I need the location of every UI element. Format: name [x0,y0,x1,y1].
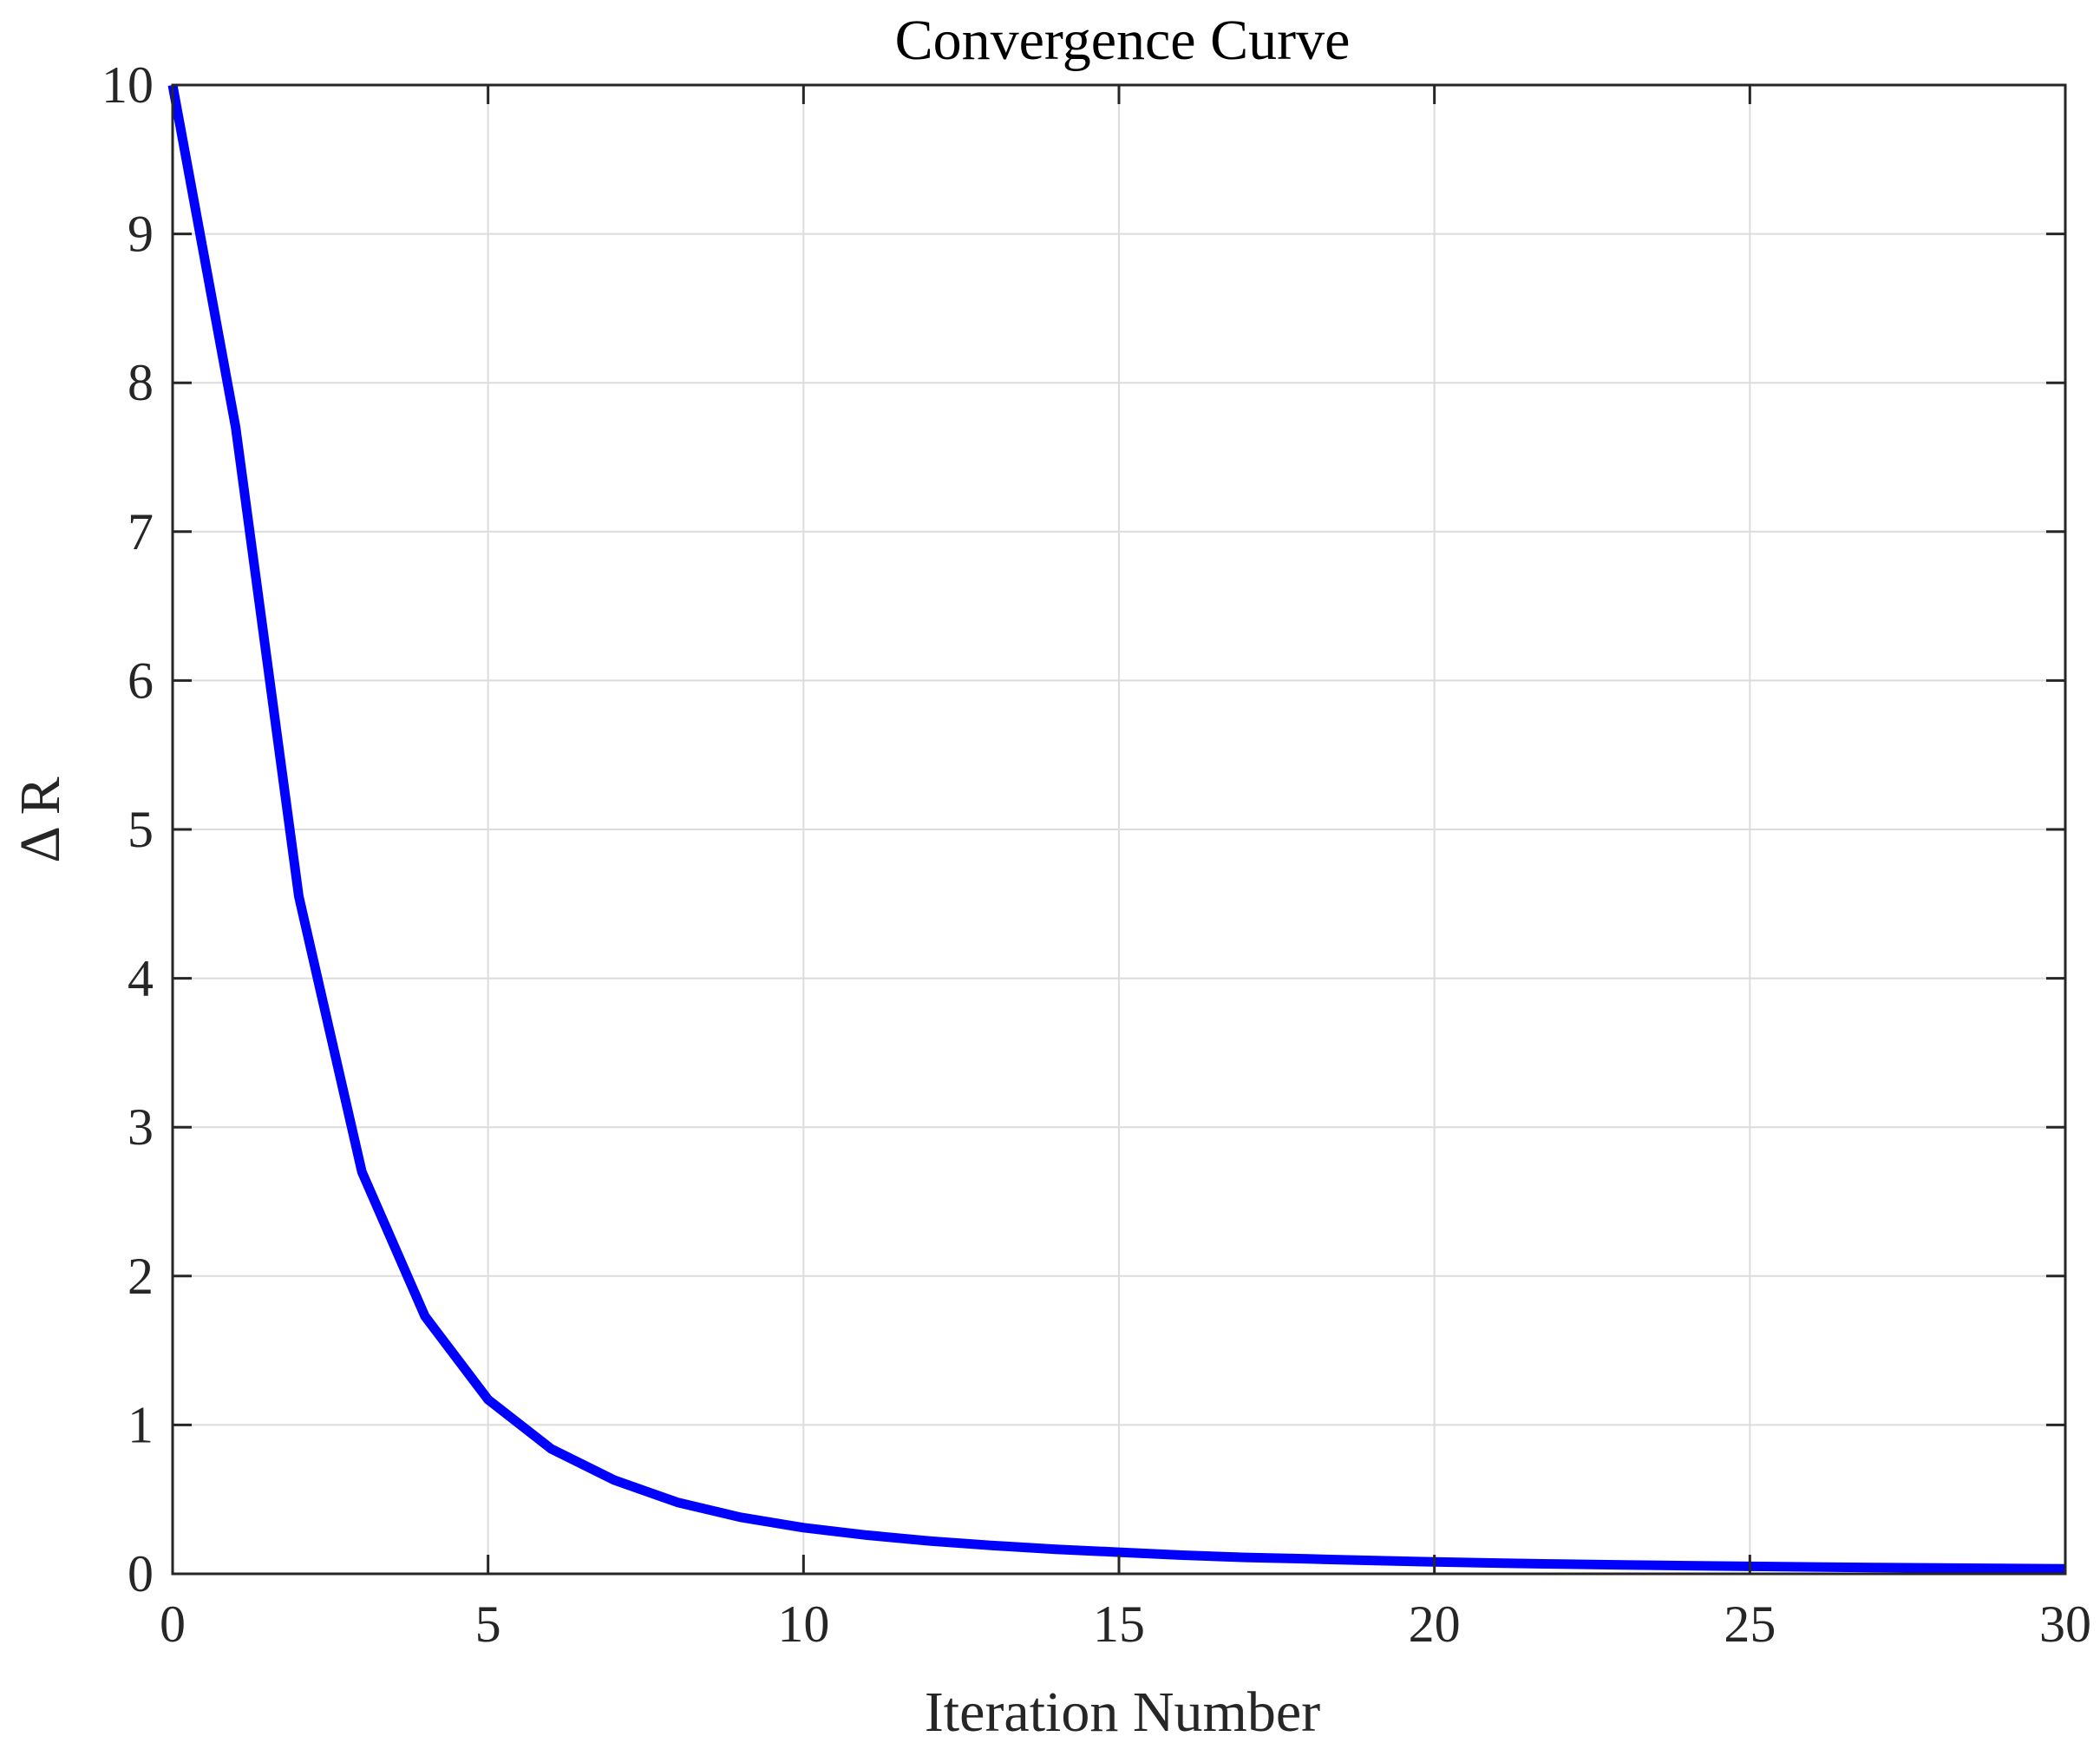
y-tick-label: 4 [128,950,154,1007]
y-tick-label: 7 [128,503,154,560]
x-tick-label: 15 [1093,1596,1145,1653]
y-tick-label: 6 [128,652,154,709]
x-tick-label: 25 [1724,1596,1776,1653]
y-axis-title: Δ R [9,776,72,862]
chart-title: Convergence Curve [895,9,1351,72]
y-tick-label: 3 [128,1098,154,1156]
y-tick-label: 1 [128,1396,154,1453]
y-tick-label: 9 [128,206,154,263]
y-tick-label: 10 [101,56,154,114]
y-tick-label: 8 [128,354,154,411]
tick-labels: 0 5 10 15 20 25 30 0 1 2 3 4 5 6 7 8 9 10 [101,56,2091,1653]
x-tick-label: 30 [2039,1596,2091,1653]
x-tick-label: 5 [475,1596,501,1653]
x-tick-label: 10 [777,1596,829,1653]
y-tick-label: 0 [128,1545,154,1602]
x-axis-title: Iteration Number [925,1681,1320,1743]
x-tick-label: 0 [160,1596,186,1653]
x-tick-label: 20 [1409,1596,1461,1653]
y-tick-label: 2 [128,1248,154,1305]
grid-lines [173,85,2065,1574]
y-tick-label: 5 [128,801,154,858]
tick-marks [171,83,2067,1576]
